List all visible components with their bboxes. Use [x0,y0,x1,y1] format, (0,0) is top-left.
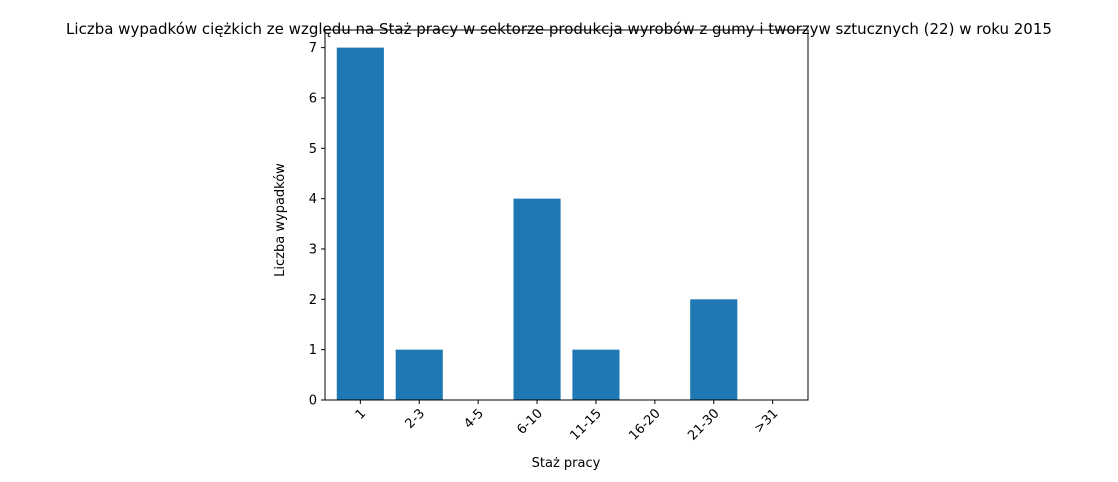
y-tick-label: 1 [309,343,317,358]
x-axis-label: Staż pracy [532,456,601,471]
y-tick-label: 5 [309,142,317,157]
x-tick-label: >31 [751,406,781,436]
y-axis: 0 1 2 3 4 5 6 7 [309,41,325,409]
bar-6-10 [513,198,561,400]
plot-frame [324,29,809,401]
x-tick-label: 6-10 [514,406,545,437]
x-tick-label: 11-15 [567,406,604,443]
x-tick-label: 2-3 [402,406,428,432]
x-tick-label: 16-20 [626,406,663,443]
bar-1 [336,47,384,401]
y-tick-label: 4 [309,192,317,207]
x-tick-label: 4-5 [461,406,487,432]
y-tick-label: 6 [309,91,317,106]
y-axis-label: Liczba wypadków [273,163,288,277]
y-tick-label: 0 [309,394,317,409]
bar-2-3 [395,349,443,400]
y-tick-label: 2 [309,293,317,308]
y-tick-label: 3 [309,242,317,257]
x-tick-label: 1 [353,406,369,422]
x-axis: 1 2-3 4-5 6-10 11-15 16-20 21-30 >31 [353,400,781,444]
y-tick-label: 7 [309,41,317,56]
chart-title: Liczba wypadków ciężkich ze względu na S… [66,20,1052,38]
plot-area [324,29,809,401]
bar-11-15 [572,349,620,400]
bar-21-30 [690,299,738,400]
x-tick-label: 21-30 [685,406,722,443]
